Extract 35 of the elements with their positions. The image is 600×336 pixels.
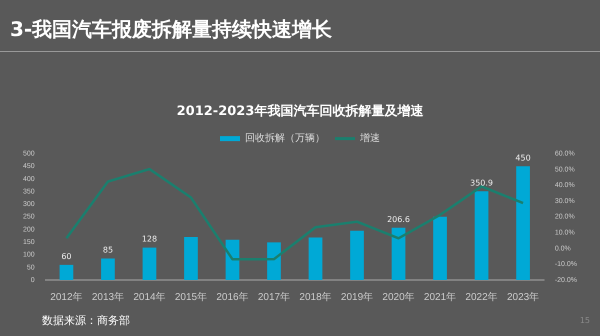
x-tick-label: 2017年 [258, 290, 290, 303]
x-tick-label: 2020年 [382, 290, 415, 303]
source-note: 数据来源：商务部 [42, 313, 130, 328]
bar [226, 240, 240, 280]
x-tick-label: 2023年 [506, 290, 540, 303]
x-tick-label: 2022年 [465, 290, 498, 303]
data-label: 350.9 [470, 178, 494, 188]
bar [516, 166, 530, 280]
bar [433, 216, 447, 280]
bar [184, 237, 198, 280]
bar [392, 228, 406, 280]
legend-label: 回收拆解（万辆） [245, 132, 325, 144]
x-tick-label: 2013年 [92, 290, 124, 303]
x-tick-label: 2015年 [174, 290, 208, 303]
bar [267, 242, 281, 280]
x-tick-label: 2019年 [340, 290, 374, 303]
x-tick-label: 2021年 [424, 290, 456, 303]
data-label: 206.6 [387, 214, 410, 224]
data-label: 450 [515, 153, 531, 162]
legend-label: 增速 [359, 132, 380, 144]
data-label: 128 [142, 234, 158, 244]
bar [101, 258, 115, 280]
bar [142, 248, 156, 280]
bar [350, 230, 364, 280]
bar [60, 264, 74, 280]
chart-title: 3-我国汽车报废拆解量持续快速增长 [10, 16, 332, 43]
bar [308, 238, 322, 280]
data-label: 85 [102, 246, 114, 255]
x-tick-label: 2018年 [299, 290, 332, 303]
x-tick-label: 2016年 [216, 290, 249, 303]
data-label: 60 [61, 252, 72, 261]
x-tick-label: 2014年 [133, 290, 166, 303]
chart-subtitle: 2012-2023年我国汽车回收拆解量及增速 [176, 103, 424, 120]
x-tick-label: 2012年 [50, 290, 83, 303]
bar [474, 191, 488, 280]
